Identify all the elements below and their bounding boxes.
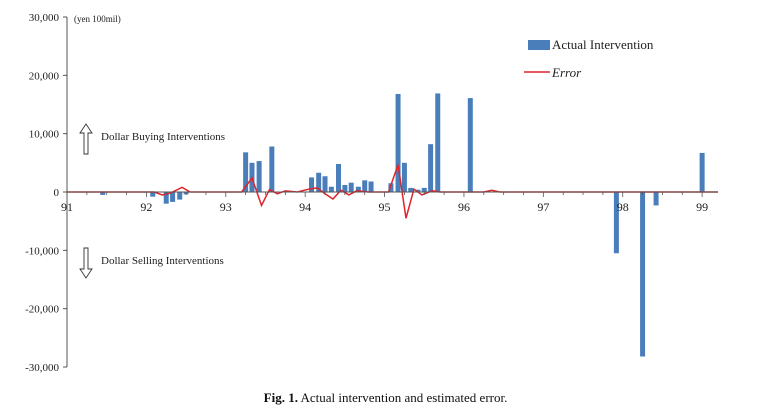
- intervention-bar: [163, 192, 169, 204]
- down-arrow-icon: [79, 247, 93, 279]
- buying-label: Dollar Buying Interventions: [101, 131, 225, 143]
- y-tick-label: -20,000: [25, 304, 59, 316]
- intervention-bar: [415, 189, 421, 192]
- intervention-bar: [177, 192, 183, 200]
- intervention-bar: [309, 177, 315, 192]
- figure-caption: Fig. 1. Actual intervention and estimate…: [0, 390, 771, 406]
- legend: Actual Intervention Error: [524, 37, 654, 80]
- y-tick-label: -10,000: [25, 245, 59, 257]
- figure-caption-text: Actual intervention and estimated error.: [300, 390, 508, 405]
- intervention-bar: [355, 186, 361, 192]
- intervention-bar: [467, 98, 473, 192]
- intervention-bar: [640, 192, 646, 357]
- x-tick-label: 99: [696, 200, 708, 214]
- intervention-bar: [362, 180, 368, 192]
- unit-label: (yen 100mil): [74, 14, 121, 24]
- x-tick-label: 91: [61, 200, 73, 214]
- intervention-bar: [150, 192, 156, 197]
- intervention-bar: [408, 187, 414, 192]
- intervention-bar: [653, 192, 659, 206]
- intervention-bar: [368, 181, 374, 192]
- intervention-bar: [613, 192, 619, 254]
- intervention-bar: [435, 93, 441, 192]
- x-tick-label: 97: [537, 200, 549, 214]
- labels-layer: 30,000 20,000 10,000 0 -10,000 -20,000 -30,000…: [25, 12, 708, 374]
- y-tick-label: 20,000: [29, 70, 60, 82]
- x-tick-label: 93: [220, 200, 232, 214]
- selling-label: Dollar Selling Interventions: [101, 255, 224, 267]
- intervention-bar: [170, 192, 176, 202]
- intervention-bar: [401, 162, 407, 192]
- axes-layer: [63, 16, 718, 368]
- legend-bar-swatch: [528, 40, 550, 50]
- intervention-bar: [348, 182, 354, 192]
- bars-layer: [100, 93, 705, 357]
- y-tick-label: -30,000: [25, 362, 59, 374]
- intervention-bar: [100, 192, 106, 195]
- buying-annotation: Dollar Buying Interventions: [79, 123, 225, 155]
- x-tick-label: 92: [140, 200, 152, 214]
- figure-label: Fig. 1.: [263, 390, 298, 405]
- x-tick-label: 95: [379, 200, 391, 214]
- intervention-bar: [336, 164, 342, 192]
- x-tick-label: 94: [299, 200, 311, 214]
- legend-label-error: Error: [551, 65, 582, 80]
- intervention-bar: [699, 152, 705, 192]
- y-tick-label: 10,000: [29, 129, 60, 141]
- intervention-bar: [269, 146, 275, 192]
- intervention-bar: [421, 187, 427, 192]
- y-tick-label: 30,000: [29, 12, 60, 24]
- x-tick-label: 96: [458, 200, 470, 214]
- legend-label-actual: Actual Intervention: [552, 37, 654, 52]
- intervention-bar: [388, 183, 394, 192]
- intervention-bar: [328, 186, 334, 192]
- intervention-bar: [395, 94, 401, 192]
- intervention-chart: 30,000 20,000 10,000 0 -10,000 -20,000 -30,000…: [25, 12, 718, 374]
- y-tick-label: 0: [54, 187, 60, 199]
- intervention-bar: [342, 185, 348, 192]
- intervention-bar: [243, 152, 249, 192]
- intervention-bar: [428, 144, 434, 192]
- selling-annotation: Dollar Selling Interventions: [79, 247, 224, 279]
- intervention-bar: [256, 161, 262, 192]
- up-arrow-icon: [79, 123, 93, 155]
- x-tick-label: 98: [617, 200, 629, 214]
- intervention-bar: [316, 172, 322, 192]
- intervention-bar: [322, 176, 328, 192]
